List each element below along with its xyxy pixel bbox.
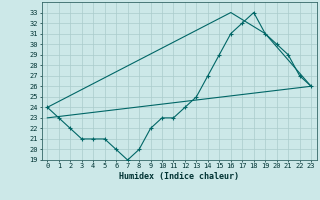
X-axis label: Humidex (Indice chaleur): Humidex (Indice chaleur) — [119, 172, 239, 181]
